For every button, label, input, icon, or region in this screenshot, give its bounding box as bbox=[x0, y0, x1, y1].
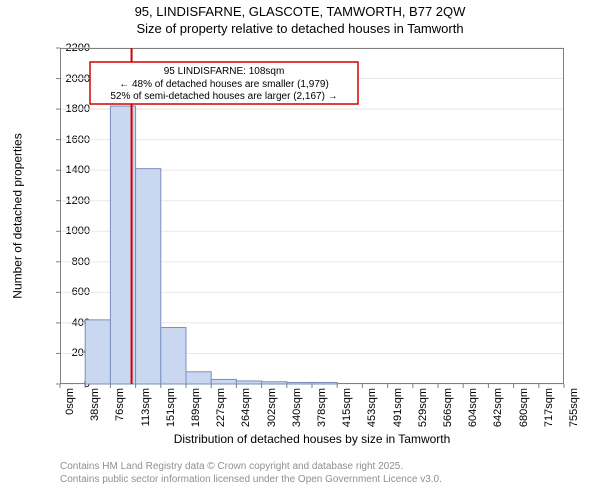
x-tick-label: 38sqm bbox=[89, 388, 101, 421]
x-tick-label: 680sqm bbox=[518, 388, 530, 427]
x-tick-label: 604sqm bbox=[467, 388, 479, 427]
x-tick-label: 0sqm bbox=[64, 388, 76, 415]
x-tick-label: 302sqm bbox=[266, 388, 278, 427]
x-tick-label: 340sqm bbox=[291, 388, 303, 427]
chart-svg: 95 LINDISFARNE: 108sqm ← 48% of detached … bbox=[60, 48, 564, 384]
x-tick-label: 453sqm bbox=[366, 388, 378, 427]
x-tick-label: 491sqm bbox=[392, 388, 404, 427]
svg-text:95 LINDISFARNE: 108sqm: 95 LINDISFARNE: 108sqm bbox=[164, 66, 285, 77]
y-axis-label: Number of detached properties bbox=[8, 48, 28, 384]
x-tick-label: 529sqm bbox=[417, 388, 429, 427]
attribution: Contains HM Land Registry data © Crown c… bbox=[60, 460, 580, 486]
x-tick-label: 717sqm bbox=[543, 388, 555, 427]
x-tick-label: 566sqm bbox=[442, 388, 454, 427]
x-tick-label: 151sqm bbox=[165, 388, 177, 427]
x-tick-label: 113sqm bbox=[140, 388, 152, 426]
x-tick-label: 227sqm bbox=[215, 388, 227, 427]
x-tick-label: 415sqm bbox=[341, 388, 353, 427]
titles-block: 95, LINDISFARNE, GLASCOTE, TAMWORTH, B77… bbox=[0, 0, 600, 38]
svg-text:52% of semi-detached houses ar: 52% of semi-detached houses are larger (… bbox=[110, 91, 337, 102]
x-tick-label: 264sqm bbox=[240, 388, 252, 427]
x-tick-label: 642sqm bbox=[492, 388, 504, 427]
attribution-line-1: Contains HM Land Registry data © Crown c… bbox=[60, 460, 580, 473]
attribution-line-2: Contains public sector information licen… bbox=[60, 473, 580, 486]
x-ticks: 0sqm 38sqm 76sqm 113sqm 151sqm 189sqm 227sqm 26… bbox=[60, 384, 564, 432]
x-tick-label: 378sqm bbox=[316, 388, 328, 427]
title-line-1: 95, LINDISFARNE, GLASCOTE, TAMWORTH, B77… bbox=[0, 4, 600, 21]
plot-area: 95 LINDISFARNE: 108sqm ← 48% of detached … bbox=[60, 48, 564, 432]
svg-text:← 48% of detached houses are s: ← 48% of detached houses are smaller (1,… bbox=[119, 79, 329, 90]
y-axis-label-text: Number of detached properties bbox=[11, 133, 25, 298]
x-axis-label: Distribution of detached houses by size … bbox=[60, 432, 564, 446]
x-tick-label: 76sqm bbox=[114, 388, 126, 421]
x-tick-label: 755sqm bbox=[568, 388, 580, 427]
chart-page: 95, LINDISFARNE, GLASCOTE, TAMWORTH, B77… bbox=[0, 0, 600, 500]
x-tick-label: 189sqm bbox=[190, 388, 202, 427]
plot: 95 LINDISFARNE: 108sqm ← 48% of detached … bbox=[60, 48, 564, 384]
title-line-2: Size of property relative to detached ho… bbox=[0, 21, 600, 38]
